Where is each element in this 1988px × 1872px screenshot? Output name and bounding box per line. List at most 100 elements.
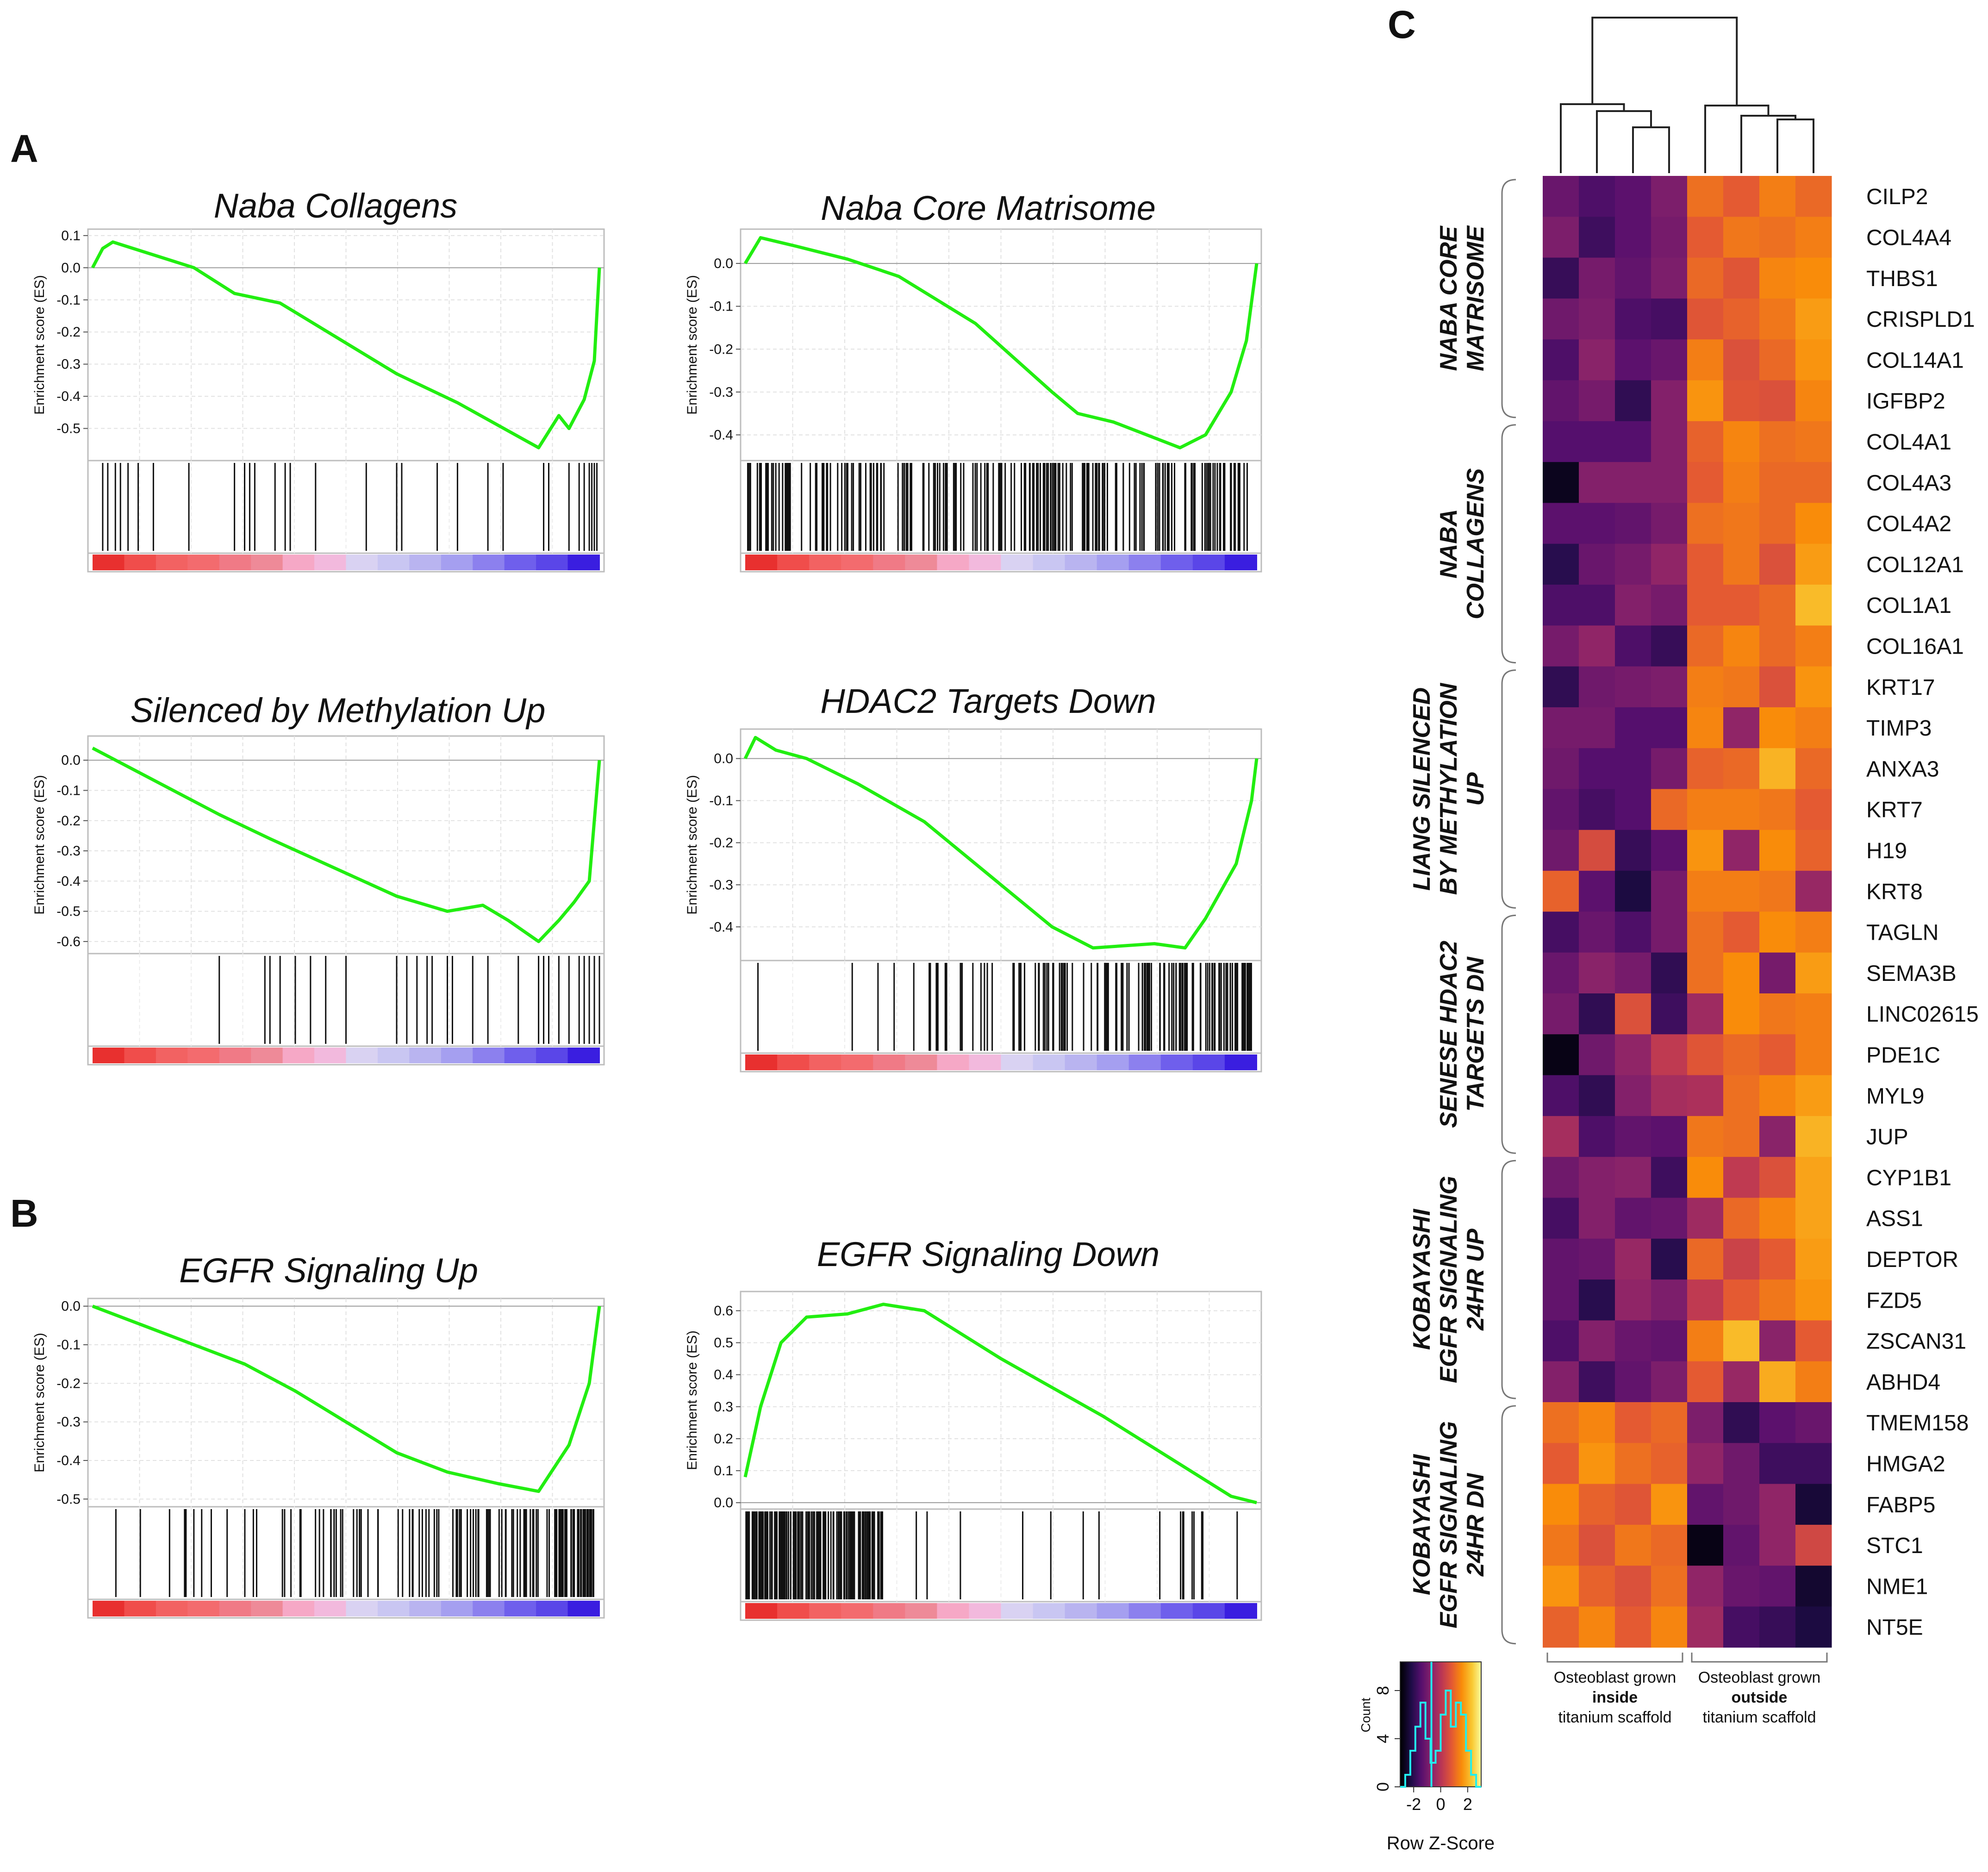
gene-labels: CILP2 COL4A4 THBS1 CRISPLD1 COL14A1 IGFBP2 COL… [1866,185,1979,1640]
heatmap-cell [1651,1198,1688,1239]
heatmap-cell [1543,217,1579,258]
heatmap-cell [1687,666,1724,708]
rank-bar-segment [156,1048,188,1063]
rank-bar-segment [124,555,156,570]
gene-label: CILP2 [1866,185,1928,209]
gene-label: SEMA3B [1866,961,1957,986]
rank-bar-segment [873,1603,906,1619]
gene-set-group-labels: NABA COREMATRISOME NABACOLLAGENS LIANG SIL… [1408,179,1516,1645]
heatmap-cell [1651,1238,1688,1280]
heatmap-cell [1723,952,1760,994]
color-key-gradient [1476,1662,1478,1787]
heatmap-cell [1687,257,1724,299]
heatmap-cell [1687,298,1724,340]
heatmap-cell [1579,666,1615,708]
heatmap-cell [1651,911,1688,953]
rank-bar-segment [187,1048,220,1063]
heatmap-cell [1579,1320,1615,1362]
heatmap-cell [1795,1524,1832,1566]
heatmap-cell [1795,830,1832,871]
rank-bar-segment [219,1601,252,1616]
heatmap-cell [1723,1034,1760,1076]
rank-bar-segment [1001,1603,1034,1619]
heatmap-cell [1579,1484,1615,1525]
heatmap-cell [1795,298,1832,340]
y-axis-label: Enrichment score (ES) [685,275,700,415]
heatmap-cell [1795,503,1832,544]
rank-bar-segment [1097,1055,1129,1070]
enrichment-curve [743,736,1259,950]
heatmap-cell [1579,625,1615,667]
heatmap-cell [1651,217,1688,258]
heatmap-cell [1615,1524,1651,1566]
heatmap-cell [1759,1443,1796,1485]
rank-bar-segment [93,1048,125,1063]
heatmap-cell [1759,707,1796,749]
heatmap-cell [1723,1279,1760,1321]
rank-bar-segment [219,1048,252,1063]
y-tick-label: -0.5 [56,1491,81,1507]
heatmap-cell [1579,1116,1615,1157]
heatmap-cell [1543,911,1579,953]
color-key-y-label: Count [1359,1697,1373,1732]
rank-bar-segment [777,1603,810,1619]
heatmap-cell [1759,176,1796,217]
y-tick-label: -0.4 [709,919,733,935]
group-label-line: LIANG SILENCED [1408,687,1435,891]
panel-label-c: C [1388,3,1416,46]
heatmap-cell [1543,1443,1579,1485]
color-key-gradient [1451,1662,1453,1787]
rank-bar-segment [282,555,315,570]
group-label-line: MATRISOME [1462,225,1489,371]
y-tick-label: -0.1 [56,783,81,799]
rank-bar-segment [314,1601,347,1616]
heatmap-cell [1543,748,1579,789]
heatmap-cell [1723,1484,1760,1525]
heatmap-cell [1795,1443,1832,1485]
heatmap-cell [1615,462,1651,503]
heatmap-cell [1759,1524,1796,1566]
heatmap-cell [1615,625,1651,667]
column-dendrogram [1560,17,1814,173]
color-key-y-tick-label: 4 [1373,1734,1392,1743]
color-key-gradient [1435,1662,1437,1787]
gene-label: TMEM158 [1866,1411,1969,1435]
heatmap-cell [1759,1157,1796,1198]
heatmap-cell [1687,339,1724,381]
enrichment-curve [91,240,601,449]
rank-bar-segment [409,1601,442,1616]
color-key-gradient [1477,1662,1479,1787]
heatmap-cell [1543,176,1579,217]
rank-bar-segment [745,555,778,570]
heatmap-cell [1579,585,1615,626]
panel-label-a: A [10,127,38,170]
heatmap-cell [1615,1116,1651,1157]
heatmap-cell [1795,1034,1832,1076]
gene-label: COL16A1 [1866,634,1964,659]
color-key-gradient [1449,1662,1451,1787]
group-label-line: 24HR UP [1462,1229,1489,1331]
y-tick-label: 0.0 [61,753,81,768]
rank-bar-segment [156,1601,188,1616]
heatmap-cell [1795,339,1832,381]
group-label-line: KOBAYASHI [1408,1454,1435,1595]
color-key-histogram [1400,1690,1481,1788]
rank-bar-segment [809,1603,842,1619]
heatmap-cell [1615,830,1651,871]
heatmap-cell [1759,1238,1796,1280]
column-group-bracket [1546,1653,1683,1663]
heatmap-cell [1795,1198,1832,1239]
y-tick-label: -0.1 [56,1337,81,1353]
heatmap-cell [1687,1238,1724,1280]
heatmap-cell [1651,748,1688,789]
rank-bar-segment [93,1601,125,1616]
heatmap-cell [1795,1566,1832,1607]
heatmap-cell [1759,1034,1796,1076]
heatmap-cell [1651,503,1688,544]
rank-bar-segment [969,1055,1002,1070]
rank-bar-segment [1033,1603,1066,1619]
heatmap-cell [1759,830,1796,871]
heatmap-cell [1795,871,1832,912]
rank-bar-segment [567,1048,600,1063]
heatmap-cell [1651,666,1688,708]
